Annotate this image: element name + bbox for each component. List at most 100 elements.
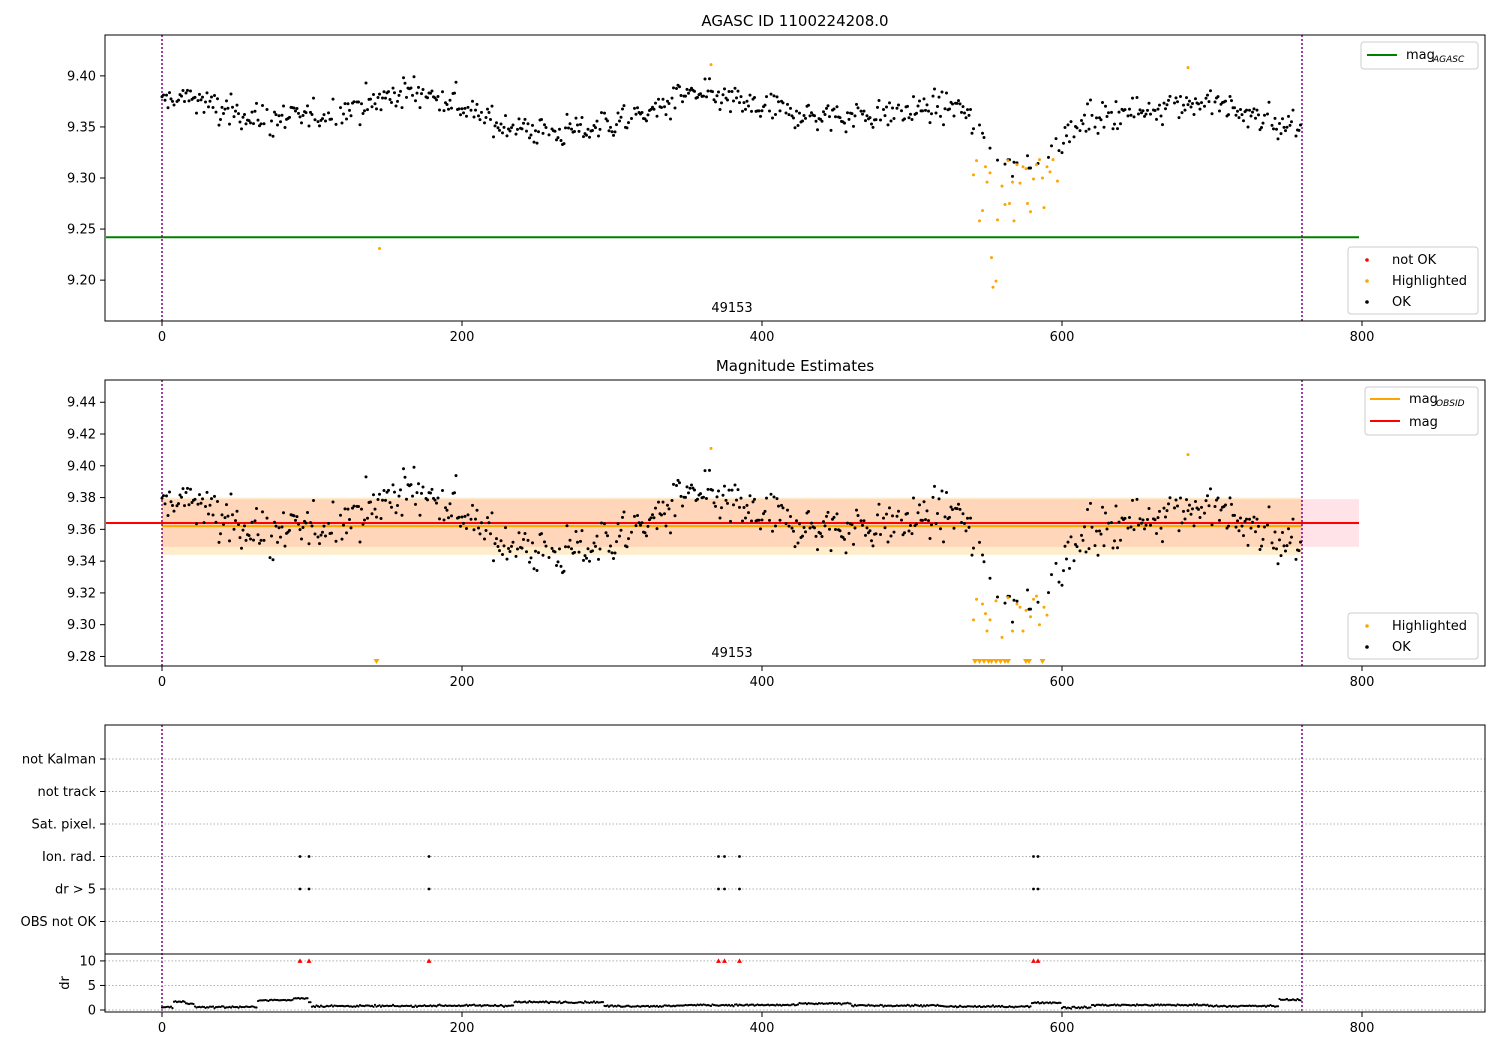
- ok-point: [907, 529, 911, 533]
- y-tick-label: 9.36: [67, 523, 96, 538]
- flag-point: [307, 855, 311, 858]
- ok-point: [597, 557, 600, 561]
- ok-point: [771, 529, 774, 533]
- ok-point: [1185, 96, 1188, 100]
- ok-point: [378, 492, 381, 496]
- ok-point: [223, 107, 227, 111]
- ok-point: [169, 500, 173, 504]
- ok-point: [391, 86, 395, 90]
- ok-point: [324, 119, 327, 123]
- dr-point: [291, 998, 294, 1001]
- ok-point: [952, 114, 956, 118]
- ok-point: [937, 497, 941, 501]
- ok-point: [195, 111, 198, 115]
- ok-point: [282, 511, 285, 515]
- ok-point: [1216, 496, 1220, 500]
- ok-point: [696, 497, 699, 501]
- ok-point: [442, 518, 446, 522]
- dr-point: [1060, 1007, 1064, 1010]
- ok-point: [711, 90, 714, 94]
- ok-point: [952, 526, 956, 530]
- ok-point: [363, 109, 366, 113]
- ok-point: [208, 99, 212, 103]
- ok-point: [688, 88, 692, 92]
- ok-point: [781, 506, 785, 510]
- highlighted-point: [1035, 163, 1038, 167]
- ok-point: [516, 547, 519, 551]
- ok-point: [673, 106, 677, 110]
- ok-point: [1227, 524, 1230, 528]
- dr-point: [1063, 1006, 1067, 1009]
- ok-point: [903, 531, 906, 535]
- ok-point: [172, 103, 176, 107]
- dr-point: [547, 1002, 551, 1005]
- ok-point: [348, 517, 351, 521]
- ok-point: [486, 516, 489, 520]
- x-tick-label: 800: [1350, 675, 1375, 690]
- ok-point: [1113, 122, 1116, 126]
- ok-point: [838, 529, 842, 533]
- ok-point: [360, 102, 363, 106]
- ok-point: [1227, 113, 1230, 117]
- ok-point: [1203, 511, 1206, 515]
- ok-point: [187, 503, 191, 507]
- highlighted-point: [1024, 608, 1028, 612]
- ok-point: [1098, 529, 1101, 533]
- x-tick-label: 0: [158, 1021, 166, 1036]
- ok-point: [789, 106, 792, 110]
- ok-point: [616, 111, 620, 115]
- ok-point: [474, 108, 477, 112]
- ok-point: [768, 518, 771, 522]
- ok-point: [910, 532, 914, 536]
- ok-point: [822, 110, 825, 114]
- ok-point: [885, 512, 888, 516]
- ok-point: [298, 115, 302, 119]
- ok-point: [498, 128, 501, 132]
- ok-point: [1204, 499, 1208, 503]
- ok-point: [982, 136, 986, 140]
- ok-point: [757, 518, 761, 522]
- ok-point: [1165, 103, 1169, 107]
- ok-point: [340, 537, 344, 541]
- ok-point: [253, 109, 257, 113]
- ok-point: [360, 507, 363, 511]
- highlighted-point: [981, 602, 984, 606]
- ok-point: [480, 521, 483, 525]
- ok-point: [1218, 109, 1221, 113]
- ok-point: [966, 516, 969, 520]
- ok-point: [1159, 114, 1163, 118]
- ok-point: [540, 532, 543, 536]
- ok-point: [786, 508, 789, 512]
- ok-point: [1297, 549, 1301, 553]
- ok-point: [627, 121, 630, 125]
- ok-point: [1050, 144, 1053, 148]
- ok-point: [835, 105, 839, 109]
- ok-point: [283, 544, 287, 548]
- ok-point: [280, 113, 284, 117]
- ok-point: [921, 518, 924, 522]
- ok-point: [400, 513, 404, 517]
- ok-point: [529, 133, 533, 137]
- ok-point: [430, 487, 434, 491]
- ok-point: [1158, 103, 1161, 107]
- ok-point: [564, 545, 567, 549]
- ok-point: [220, 513, 224, 517]
- panel-1-title: AGASC ID 1100224208.0: [701, 12, 888, 30]
- ok-point: [580, 116, 584, 120]
- ok-point: [931, 94, 935, 98]
- ok-point: [1275, 127, 1278, 131]
- highlighted-point: [1032, 597, 1035, 601]
- flag-point: [307, 887, 311, 891]
- ok-point: [1012, 160, 1016, 164]
- ok-point: [930, 112, 933, 116]
- ok-point: [970, 131, 974, 135]
- ok-point: [1081, 538, 1085, 542]
- ok-point: [669, 117, 672, 121]
- dr-point: [792, 1003, 795, 1006]
- ok-point: [585, 133, 588, 137]
- ok-point: [1129, 113, 1133, 117]
- ok-point: [250, 110, 254, 114]
- ok-point: [1063, 126, 1067, 130]
- dr-point: [309, 1001, 312, 1004]
- ok-point: [447, 516, 450, 520]
